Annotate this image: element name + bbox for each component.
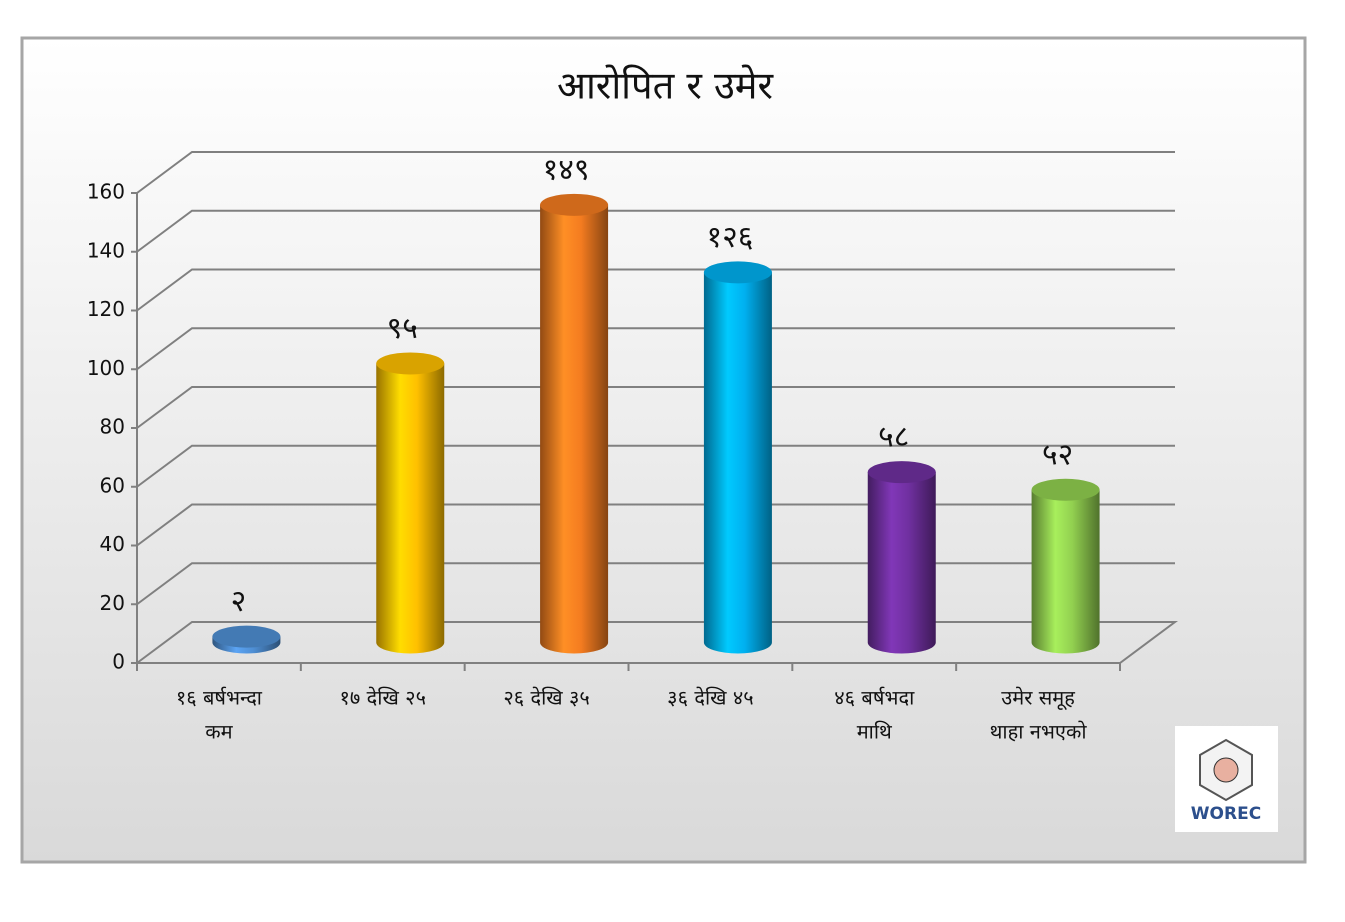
y-tick-label: 60 xyxy=(100,473,125,497)
grid-line xyxy=(136,503,1175,547)
bar xyxy=(867,472,936,654)
x-tick-label: ४६ बर्षभदा xyxy=(834,686,915,710)
x-tick-label: २६ देखि ३५ xyxy=(503,686,589,710)
bar xyxy=(1031,489,1100,654)
value-label: १४९ xyxy=(543,152,590,187)
y-tick-label: 160 xyxy=(87,180,125,204)
y-tick-label: 40 xyxy=(100,532,125,556)
x-tick-label: उमेर समूह xyxy=(1001,686,1075,711)
x-tick-label: १६ बर्षभन्दा xyxy=(176,686,263,710)
bar xyxy=(540,204,609,654)
grid-line xyxy=(136,386,1175,429)
value-label: १२६ xyxy=(707,220,754,255)
bar xyxy=(376,363,445,654)
logo-text: WOREC xyxy=(1191,804,1261,824)
grid-line xyxy=(136,444,1175,488)
y-tick-label: 120 xyxy=(87,297,125,321)
y-tick-label: 80 xyxy=(100,415,125,439)
x-tick-label: १७ देखि २५ xyxy=(340,686,426,710)
chart-title: आरोपित र उमेर xyxy=(557,64,775,108)
bar-top xyxy=(212,625,281,648)
bar-top xyxy=(540,193,609,216)
x-tick-label: ३६ देखि ४५ xyxy=(667,686,753,710)
y-tick-label: 20 xyxy=(100,591,125,615)
bar-top xyxy=(1031,478,1100,501)
x-tick-label: थाहा नभएको xyxy=(990,720,1088,744)
bar-top xyxy=(376,352,445,375)
value-label: ५२ xyxy=(1042,437,1073,472)
bar-top xyxy=(867,461,936,484)
grid-line xyxy=(136,151,1175,194)
y-tick-label: 0 xyxy=(112,650,125,674)
x-tick-label: कम xyxy=(205,720,233,744)
value-label: ५८ xyxy=(878,420,909,455)
grid-line xyxy=(136,562,1175,606)
value-label: २ xyxy=(231,584,247,619)
bar xyxy=(703,272,772,654)
grid-line xyxy=(136,327,1175,371)
chart-frame xyxy=(20,36,1307,864)
grid-line xyxy=(136,268,1175,312)
y-tick-label: 100 xyxy=(87,356,125,380)
x-tick-label: माथि xyxy=(857,720,893,744)
bar-top xyxy=(703,261,772,284)
value-label: ९५ xyxy=(387,311,418,346)
logo-face xyxy=(1213,757,1239,783)
y-tick-label: 140 xyxy=(87,238,125,262)
grid-line xyxy=(136,209,1175,253)
